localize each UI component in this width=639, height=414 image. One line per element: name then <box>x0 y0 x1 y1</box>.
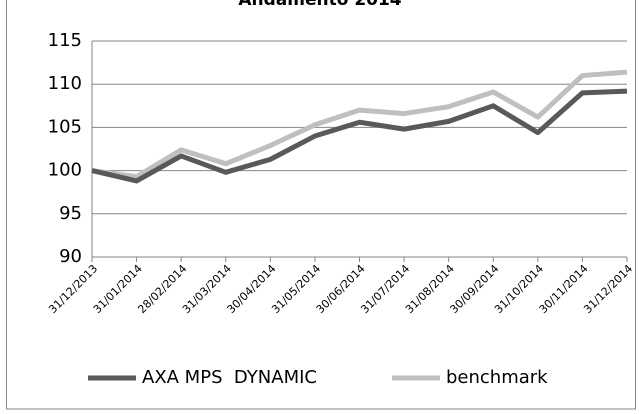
legend-label: AXA MPS DYNAMIC <box>142 367 317 388</box>
y-tick-label: 100 <box>48 160 82 181</box>
chart-title: Andamento 2014 <box>238 0 401 10</box>
legend-label: benchmark <box>446 367 548 388</box>
chart-border <box>6 0 636 410</box>
series-line <box>91 88 628 184</box>
y-tick-label: 105 <box>48 116 82 137</box>
y-tick-label: 115 <box>48 30 82 51</box>
y-tick-label: 110 <box>48 73 82 94</box>
series-line <box>91 69 628 180</box>
y-tick-label: 95 <box>59 203 82 224</box>
y-tick-label: 90 <box>59 246 82 267</box>
